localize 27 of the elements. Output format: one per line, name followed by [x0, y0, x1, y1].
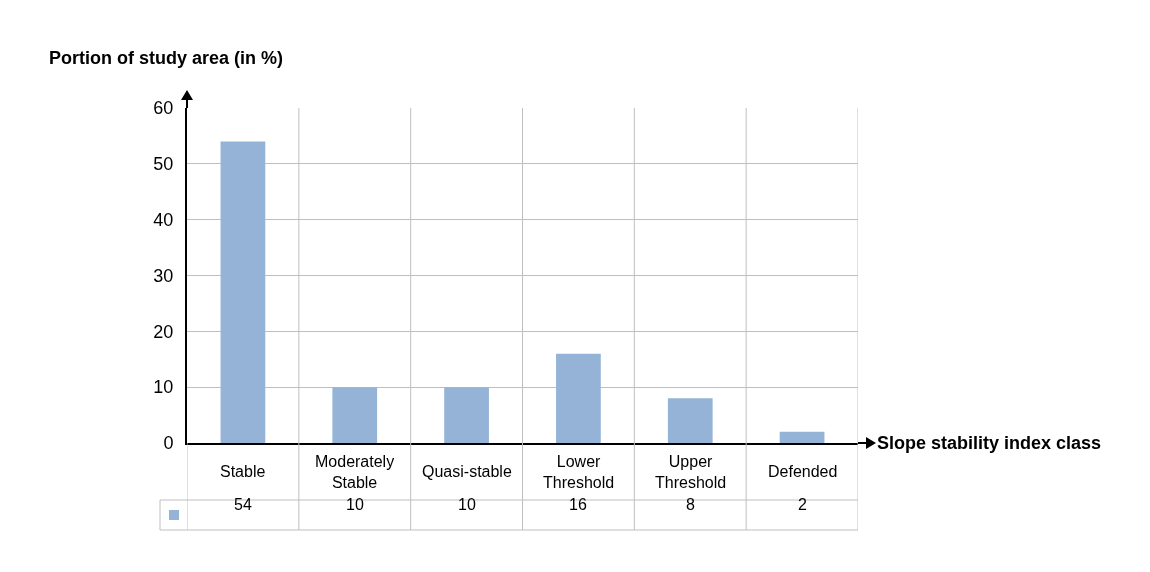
bar: [332, 387, 378, 443]
data-label: 16: [569, 496, 587, 513]
data-label: 10: [458, 496, 476, 513]
data-label: 2: [798, 496, 807, 513]
y-tick-label: 40: [153, 209, 174, 230]
bar: [556, 353, 601, 443]
bar: [779, 431, 825, 443]
data-label: 54: [234, 496, 252, 513]
x-tick-label: Defended: [768, 463, 838, 480]
y-tick-label: 30: [153, 265, 174, 286]
y-tick-label: 50: [153, 154, 174, 175]
y-tick-label: 0: [163, 433, 174, 454]
data-label: 10: [346, 496, 364, 513]
x-tick-label: Stable: [220, 463, 266, 480]
bar: [444, 387, 489, 443]
x-tick-label: Moderately Stable: [315, 453, 395, 491]
x-tick-label: Upper Threshold: [655, 453, 727, 491]
y-tick-label: 60: [153, 98, 174, 119]
x-tick-label: Quasi-stable: [422, 463, 512, 480]
x-axis-title: Slope stability index class: [877, 433, 1102, 453]
y-axis-title: Portion of study area (in %): [49, 48, 284, 68]
bar: [220, 141, 266, 443]
data-label: 8: [686, 496, 695, 513]
y-tick-label: 10: [153, 377, 174, 398]
bar: [667, 398, 713, 443]
y-tick-label: 20: [153, 321, 174, 342]
x-tick-label: Lower Threshold: [543, 453, 615, 491]
